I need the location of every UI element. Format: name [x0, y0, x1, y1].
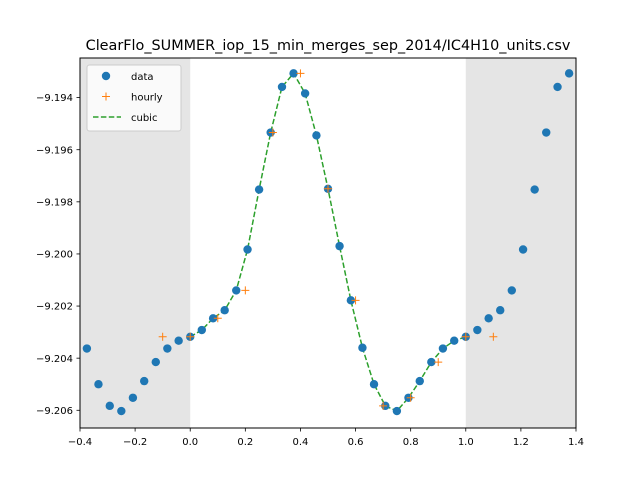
data-point [518, 245, 528, 254]
data-point [358, 343, 367, 352]
x-tick-label: 0.4 [292, 437, 308, 448]
y-tick-label: −9.194 [36, 93, 73, 104]
data-point [289, 69, 298, 78]
data-point [484, 314, 493, 323]
x-tick-label: 0.6 [348, 437, 364, 448]
plot-frame [79, 57, 577, 429]
data-point [564, 69, 574, 78]
data-point [232, 286, 241, 295]
hourly-point [489, 332, 498, 341]
x-tick-label: 0.8 [403, 437, 419, 448]
hourly-point [268, 128, 277, 137]
data-point [151, 357, 160, 367]
data-point [208, 314, 218, 323]
legend-label: data [131, 72, 154, 83]
data-point [243, 245, 252, 254]
data-point [427, 357, 436, 367]
data-point [174, 336, 183, 345]
hourly-point [241, 286, 250, 295]
x-axis: −0.4 −0.2 0.0 0.2 0.4 0.6 0.8 1.0 1.2 1.4 [68, 428, 584, 448]
data-point [507, 286, 516, 295]
hourly-point [406, 393, 415, 402]
data-point [496, 306, 505, 315]
x-tick-label: 0.0 [182, 437, 198, 448]
data-point [197, 325, 206, 335]
hourly-point [434, 358, 443, 367]
hourly-point [351, 296, 360, 305]
x-tick-label: −0.4 [68, 437, 92, 448]
data-point [335, 241, 344, 251]
data-point [450, 336, 459, 345]
chart-title: ClearFlo_SUMMER_iop_15_min_merges_sep_20… [86, 38, 571, 54]
y-tick-label: −9.200 [36, 250, 73, 261]
hourly-point [213, 314, 222, 323]
x-tick-label: 1.2 [513, 437, 529, 448]
hourly-point [461, 332, 470, 341]
chart-legend: data hourly cubic [86, 64, 182, 132]
data-point [128, 393, 138, 402]
y-axis: −9.206 −9.204 −9.202 −9.200 −9.198 −9.196 −9.1… [36, 93, 80, 417]
data-point [140, 376, 149, 386]
data-point [220, 306, 229, 315]
shaded-region [465, 58, 576, 428]
hourly-point [379, 401, 388, 410]
data-point [312, 131, 321, 140]
x-tick-label: −0.2 [123, 437, 147, 448]
hourly-point [324, 184, 332, 193]
data-point [300, 89, 310, 98]
data-point [346, 296, 356, 305]
y-tick-label: −9.204 [36, 354, 73, 365]
hourly-point [186, 332, 195, 341]
legend-label: cubic [131, 113, 157, 124]
data-point [94, 380, 103, 389]
data-point [369, 380, 379, 389]
data-point [438, 344, 448, 353]
data-point [277, 82, 287, 92]
legend-marker-circle [101, 71, 111, 81]
y-tick-label: −9.196 [36, 145, 73, 156]
hourly-point [158, 332, 167, 341]
data-point [163, 344, 172, 353]
legend-marker-plus [102, 92, 110, 101]
y-tick-label: −9.198 [36, 197, 73, 208]
data-point [473, 325, 482, 335]
x-tick-label: 1.0 [458, 437, 474, 448]
legend-label: hourly [131, 93, 163, 104]
data-point [117, 406, 126, 416]
data-point [82, 344, 92, 353]
plot-series [82, 69, 574, 416]
y-tick-label: −9.202 [36, 302, 73, 313]
data-point [542, 128, 551, 137]
hourly-point [296, 69, 305, 78]
legend-box [86, 64, 182, 132]
data-point [105, 401, 114, 411]
data-point [530, 185, 539, 194]
data-point [415, 376, 424, 386]
data-point [392, 406, 402, 416]
x-tick-label: 0.2 [237, 437, 253, 448]
x-tick-label: 1.4 [568, 437, 584, 448]
data-point [553, 82, 562, 92]
data-point [254, 185, 264, 194]
y-tick-label: −9.206 [36, 406, 73, 417]
